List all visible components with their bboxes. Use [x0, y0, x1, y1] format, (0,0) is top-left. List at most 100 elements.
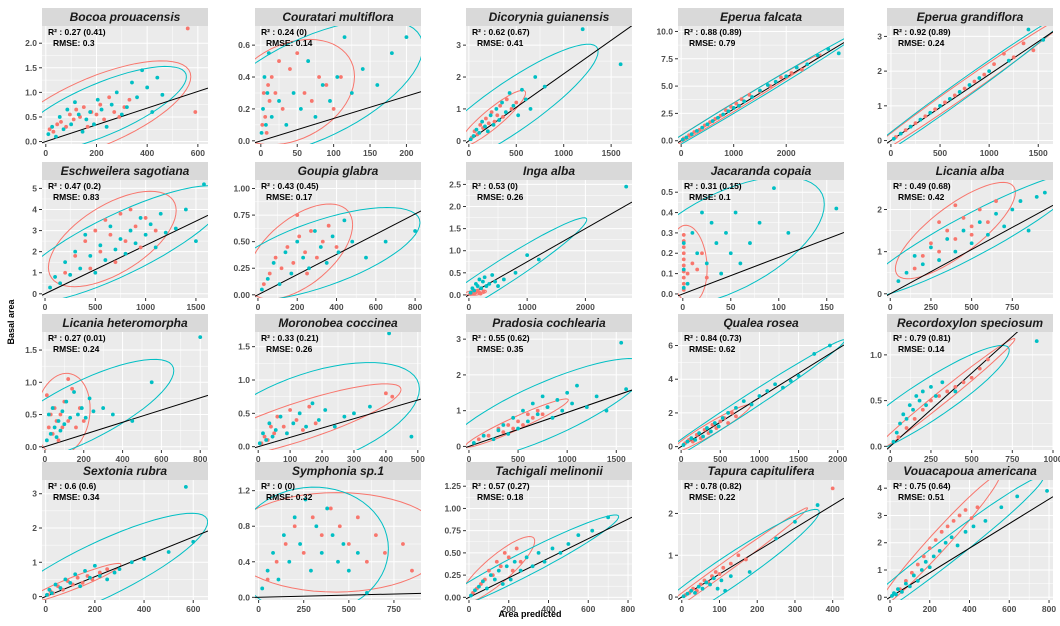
x-tick-label: 0 [680, 302, 685, 312]
data-point-red [933, 538, 938, 542]
data-point-red [481, 289, 486, 294]
data-point-cyan [129, 560, 134, 565]
data-point-red [744, 557, 748, 562]
data-point-cyan [719, 271, 724, 276]
r2-annotation: R² : 0.27 (0.41) [48, 27, 106, 37]
data-point-cyan [375, 83, 380, 87]
data-point-cyan [918, 117, 923, 122]
data-point-cyan [45, 592, 49, 597]
facet-strip [42, 162, 208, 180]
x-tick-label: 500 [713, 454, 727, 464]
data-point-cyan [912, 253, 917, 258]
x-tick-label: 500 [933, 148, 947, 158]
data-point-cyan [894, 592, 898, 597]
data-point-red [685, 271, 690, 276]
facet-panel: Tapura capitulifera 0 100 200 300 400 0 1 2 R² : … [668, 462, 844, 614]
x-tick-label: 600 [581, 604, 595, 614]
confidence-ellipse [42, 512, 208, 600]
confidence-ellipse [255, 26, 421, 144]
facet-title: Eperua grandiflora [917, 10, 1024, 24]
data-point-red [830, 486, 835, 491]
data-point-red [193, 110, 198, 114]
data-point-red [265, 577, 270, 582]
y-tick-label: 1.0 [25, 87, 37, 97]
x-tick-label: 2000 [777, 148, 796, 158]
confidence-ellipse [466, 43, 599, 144]
data-point-cyan [555, 398, 560, 402]
data-point-cyan [52, 425, 57, 430]
data-point-cyan [99, 107, 104, 112]
data-point-cyan [149, 380, 154, 385]
data-point-red [530, 415, 535, 420]
data-point-cyan [994, 211, 998, 216]
data-point-cyan [261, 431, 265, 436]
data-point-cyan [772, 186, 776, 191]
data-point-cyan [496, 428, 501, 433]
facet-title: Eschweilera sagotiana [61, 164, 190, 178]
regression-line [42, 87, 208, 144]
data-point-red [945, 389, 950, 394]
data-point-cyan [78, 584, 83, 589]
facet-panel: Eperua falcata 0 1000 2000 0.0 2.5 5.0 7.5 10.0 R… [656, 8, 844, 158]
facet-strip [466, 8, 632, 26]
x-tick-label: 600 [154, 454, 168, 464]
data-point-cyan [719, 578, 724, 583]
rmse-annotation: RMSE: 0.62 [689, 344, 736, 354]
data-point-red [267, 271, 272, 276]
data-point-cyan [826, 47, 831, 51]
r2-annotation: R² : 0.33 (0.21) [261, 333, 319, 343]
plot-area [255, 486, 421, 600]
rmse-annotation: RMSE: 0.79 [689, 38, 736, 48]
data-point-red [912, 266, 917, 271]
data-point-cyan [76, 412, 80, 417]
data-point-red [721, 565, 726, 570]
y-tick-label: 1 [668, 550, 673, 560]
data-point-red [681, 257, 686, 262]
data-point-red [334, 245, 339, 249]
x-tick-label: 400 [140, 148, 154, 158]
data-point-red [66, 419, 71, 423]
data-point-cyan [728, 574, 733, 579]
data-point-cyan [624, 184, 629, 189]
data-point-red [275, 414, 280, 419]
data-point-red [903, 128, 908, 133]
data-point-cyan [788, 378, 793, 383]
data-point-cyan [506, 432, 511, 436]
x-tick-label: 750 [387, 604, 401, 614]
data-point-cyan [938, 103, 942, 108]
data-point-cyan [904, 270, 909, 275]
data-point-cyan [68, 415, 73, 420]
data-point-cyan [287, 559, 292, 564]
x-tick-label: 1500 [607, 454, 626, 464]
data-point-red [319, 533, 324, 538]
data-point-cyan [708, 429, 713, 434]
x-tick-label: 2000 [576, 302, 595, 312]
data-point-red [514, 546, 519, 551]
data-point-cyan [109, 102, 114, 107]
data-point-cyan [468, 290, 473, 295]
data-point-cyan [900, 589, 904, 594]
r2-annotation: R² : 0.79 (0.81) [893, 333, 951, 343]
data-point-red [486, 433, 491, 438]
data-point-cyan [306, 59, 311, 63]
rmse-annotation: RMSE: 0.24 [898, 38, 945, 48]
y-tick-label: 3 [456, 334, 461, 344]
y-tick-label: 0.5 [25, 410, 37, 420]
y-tick-label: 0 [456, 136, 461, 146]
data-point-cyan [711, 576, 716, 581]
data-point-cyan [270, 434, 275, 439]
data-point-cyan [955, 543, 960, 548]
data-point-red [281, 424, 286, 429]
data-point-cyan [389, 51, 394, 56]
data-point-red [60, 425, 65, 430]
data-point-cyan [536, 257, 541, 262]
data-point-cyan [891, 136, 896, 141]
x-tick-label: 200 [502, 604, 516, 614]
data-point-red [896, 435, 901, 440]
data-point-cyan [977, 220, 982, 225]
data-point-cyan [712, 421, 717, 425]
data-point-red [951, 519, 956, 523]
confidence-ellipse [255, 486, 389, 600]
data-point-red [279, 266, 284, 271]
